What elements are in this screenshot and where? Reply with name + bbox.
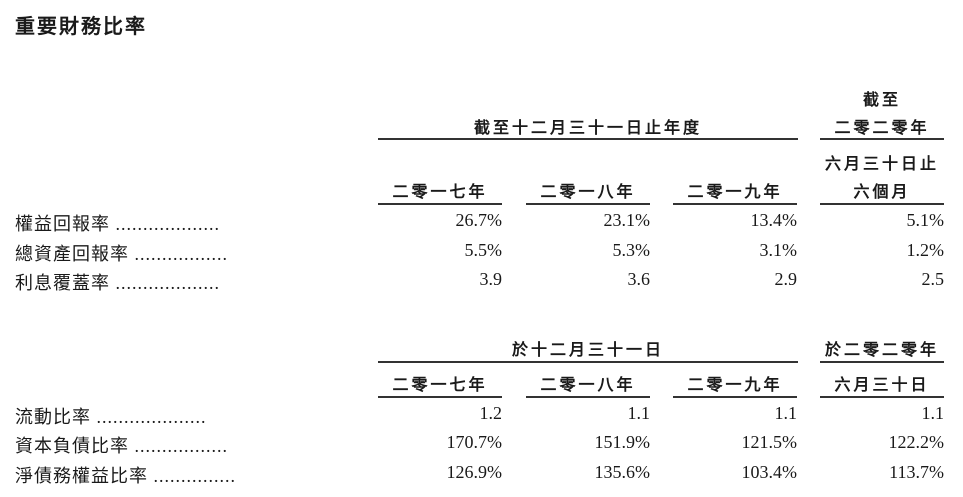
value-cell: 1.1 — [921, 403, 945, 423]
divider — [378, 138, 798, 140]
value-cell: 23.1% — [603, 210, 651, 230]
value-cell: 1.1 — [774, 403, 798, 423]
column-header-2017: 二零一七年 — [392, 377, 488, 394]
divider — [673, 203, 797, 205]
interim-header-line1: 截至 — [862, 92, 901, 109]
value-cell: 1.2 — [479, 403, 503, 423]
divider — [526, 203, 650, 205]
divider — [820, 138, 944, 140]
value-cell: 3.1% — [759, 240, 798, 260]
column-header-2019: 二零一九年 — [687, 184, 783, 201]
value-cell: 2.9 — [774, 269, 798, 289]
interim-header-line2: 六月三十日 — [834, 377, 930, 394]
interim-header-line4: 六個月 — [853, 184, 911, 201]
value-cell: 121.5% — [741, 432, 798, 452]
row-label: 利息覆蓋率 — [15, 273, 110, 293]
value-cell: 151.9% — [594, 432, 651, 452]
interim-header-line1: 於二零二零年 — [824, 342, 939, 359]
value-cell: 3.9 — [479, 269, 503, 289]
dot-leader: ................... — [115, 273, 220, 293]
row-label: 資本負債比率 — [15, 436, 129, 456]
value-cell: 13.4% — [750, 210, 798, 230]
value-cell: 2.5 — [921, 269, 945, 289]
divider — [378, 396, 502, 398]
row-label: 權益回報率 — [15, 214, 110, 234]
row-label: 總資產回報率 — [15, 244, 129, 264]
divider — [820, 361, 944, 363]
row-label: 淨債務權益比率 — [15, 466, 148, 486]
interim-header-line3: 六月三十日止 — [824, 156, 939, 173]
value-cell: 103.4% — [741, 462, 798, 482]
dot-leader: ................... — [115, 214, 220, 234]
divider — [673, 396, 797, 398]
value-cell: 3.6 — [627, 269, 651, 289]
dot-leader: ................. — [134, 436, 228, 456]
divider — [526, 396, 650, 398]
divider — [378, 361, 798, 363]
value-cell: 5.1% — [906, 210, 945, 230]
divider — [820, 203, 944, 205]
value-cell: 1.1 — [627, 403, 651, 423]
value-cell: 26.7% — [455, 210, 503, 230]
interim-header-line2: 二零二零年 — [834, 120, 930, 137]
value-cell: 135.6% — [594, 462, 651, 482]
value-cell: 5.3% — [612, 240, 651, 260]
column-header-2017: 二零一七年 — [392, 184, 488, 201]
value-cell: 5.5% — [464, 240, 503, 260]
dot-leader: ................. — [134, 244, 228, 264]
row-label: 流動比率 — [15, 407, 91, 427]
column-header-2018: 二零一八年 — [540, 377, 636, 394]
value-cell: 1.2% — [906, 240, 945, 260]
page-title: 重要財務比率 — [15, 16, 147, 38]
dot-leader: .................... — [96, 407, 207, 427]
divider — [378, 203, 502, 205]
value-cell: 170.7% — [446, 432, 503, 452]
value-cell: 113.7% — [889, 462, 944, 482]
column-header-2018: 二零一八年 — [540, 184, 636, 201]
section2-group-header: 於十二月三十一日 — [511, 342, 664, 359]
value-cell: 122.2% — [888, 432, 945, 452]
divider — [820, 396, 944, 398]
section1-group-header: 截至十二月三十一日止年度 — [473, 120, 702, 137]
value-cell: 126.9% — [446, 462, 503, 482]
dot-leader: ............... — [153, 466, 236, 486]
column-header-2019: 二零一九年 — [687, 377, 783, 394]
